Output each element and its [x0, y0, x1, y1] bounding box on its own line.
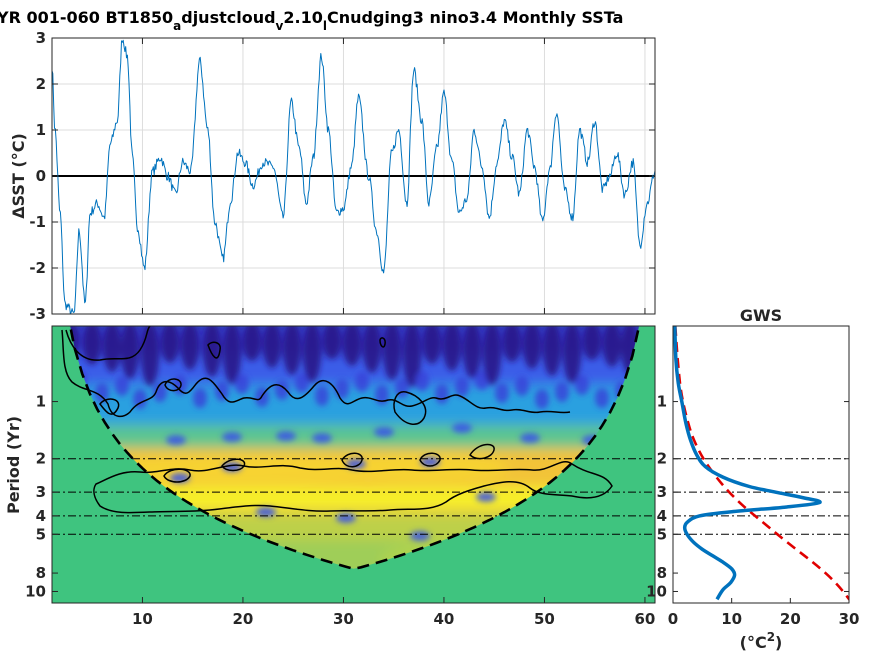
figure-title: YR 001-060 BT1850adjustcloudv2.10lCnudgi…	[0, 8, 623, 33]
gws-ytick-label-3: 4	[657, 507, 667, 525]
wv-axes-box	[51, 325, 656, 604]
ts-ytick-label-4: 1	[36, 121, 46, 139]
wv-ytick-label-2: 3	[36, 483, 46, 501]
wv-ytick-label-1: 2	[36, 450, 46, 468]
time-series-panel: -3 -2 -1 0 1 2 3 ΔSST (°C)	[9, 29, 656, 323]
ts-ytick-label-2: -1	[29, 213, 46, 231]
wv-ytick-label-5: 8	[36, 564, 46, 582]
wv-xtick-label-4: 50	[534, 610, 555, 628]
gws-axes-box	[672, 325, 850, 604]
gws-ytick-label-6: 10	[646, 582, 667, 600]
gws-reference-period-lines	[673, 458, 849, 535]
ts-ytick-label-0: -3	[29, 305, 46, 323]
gws-plot-area	[673, 326, 849, 603]
gws-ytick-label-1: 2	[657, 450, 667, 468]
wv-cone-of-influence	[68, 326, 641, 571]
wv-ytick-label-6: 10	[25, 582, 46, 600]
wv-xtick-label-3: 40	[434, 610, 455, 628]
ts-ytick-label-3: 0	[36, 167, 46, 185]
wv-ytick-label-4: 5	[36, 525, 46, 543]
gws-significance-curve	[674, 326, 849, 602]
gws-xtick-label-3: 30	[839, 610, 860, 628]
ts-series-line	[52, 39, 655, 314]
wv-ylabel: Period (Yr)	[4, 416, 23, 514]
gws-power-curve	[673, 326, 822, 601]
gws-ytick-label-4: 5	[657, 525, 667, 543]
wv-outside-cone	[52, 326, 655, 603]
gws-xtick-label-0: 0	[668, 610, 678, 628]
wv-xtick-label-2: 30	[333, 610, 354, 628]
ts-ytick-label-1: -2	[29, 259, 46, 277]
gws-xtick-label-1: 10	[721, 610, 742, 628]
ts-ticks: -3 -2 -1 0 1 2 3	[29, 29, 655, 323]
wv-ytick-label-0: 1	[36, 393, 46, 411]
wv-ytick-label-3: 4	[36, 507, 46, 525]
wv-xtick-label-1: 20	[233, 610, 254, 628]
ts-ylabel: ΔSST (°C)	[9, 133, 28, 219]
wv-reference-period-lines	[52, 458, 655, 535]
gws-ytick-label-0: 1	[657, 393, 667, 411]
ts-ytick-label-5: 2	[36, 75, 46, 93]
wv-xtick-label-5: 60	[635, 610, 656, 628]
gws-xtick-label-2: 20	[780, 610, 801, 628]
gws-ytick-label-5: 8	[657, 564, 667, 582]
wv-significance-contours	[61, 326, 613, 514]
gws-title: GWS	[740, 306, 782, 325]
ts-ytick-label-6: 3	[36, 29, 46, 47]
gws-ytick-label-2: 3	[657, 483, 667, 501]
gws-xlabel: (°C2)	[740, 630, 783, 652]
wv-xtick-label-0: 10	[132, 610, 153, 628]
